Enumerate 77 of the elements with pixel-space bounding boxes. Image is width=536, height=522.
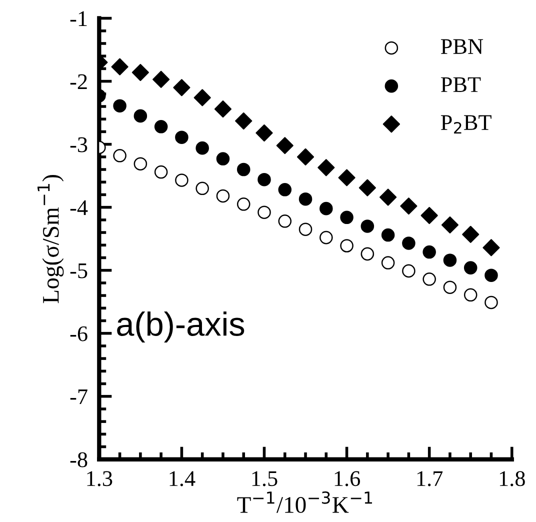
y-tick-label: -7 [70, 390, 88, 404]
point [278, 183, 292, 196]
point [298, 222, 312, 236]
annotation: a(b)-axis [117, 311, 244, 343]
point [400, 198, 418, 215]
x-tick-label: 1.7 [417, 471, 443, 486]
point [298, 192, 312, 206]
point [482, 239, 500, 256]
x-tick-label: 1.4 [170, 471, 196, 486]
x-tick-label: 1.5 [252, 471, 278, 486]
y-axis-title: Log(σ/Sm$^{−1}$) [38, 175, 64, 304]
y-tick-label: -4 [70, 200, 88, 216]
point [340, 210, 354, 224]
x-tick-label: 1.3 [87, 471, 112, 486]
point [358, 179, 376, 196]
point [320, 230, 333, 244]
y-tick-label: -2 [70, 74, 87, 89]
y-tick-label: -8 [70, 452, 88, 468]
point [134, 157, 148, 170]
point [154, 120, 168, 134]
point [214, 100, 232, 118]
point [278, 214, 292, 228]
y-tick-label: -6 [70, 326, 88, 342]
x-tick-label: 1.6 [334, 471, 360, 486]
x-axis-title: T$^{−1}$/10$^{−3}$K$^{−1}$ [237, 491, 372, 513]
point [381, 256, 395, 270]
point [132, 64, 149, 82]
point [276, 137, 294, 154]
point [236, 198, 250, 211]
point [462, 226, 480, 243]
point [381, 228, 395, 242]
point [256, 124, 273, 142]
point [320, 202, 333, 216]
legend-label: PBN [440, 39, 484, 54]
point [258, 206, 271, 219]
point [484, 268, 498, 282]
point [134, 109, 148, 123]
y-tick-label: -3 [70, 137, 88, 152]
point [111, 58, 128, 76]
point [113, 99, 126, 112]
point [216, 189, 230, 203]
point [196, 141, 209, 155]
point [422, 245, 436, 259]
x-tick-label: 1.8 [500, 471, 525, 486]
point [235, 112, 252, 130]
point [152, 70, 170, 88]
point [441, 216, 459, 234]
point [360, 247, 374, 261]
point [484, 296, 498, 310]
point [360, 220, 374, 233]
point [443, 280, 457, 294]
point [464, 288, 478, 302]
point [338, 169, 356, 186]
point [420, 206, 438, 224]
point [318, 159, 335, 176]
point [113, 149, 126, 162]
point [340, 239, 354, 252]
point [175, 174, 188, 187]
point [154, 165, 168, 179]
point [258, 172, 271, 186]
point [216, 152, 230, 166]
point [443, 254, 457, 267]
point [194, 89, 211, 106]
point [173, 79, 190, 96]
y-tick-label: -1 [70, 11, 87, 26]
legend-label: PBT [440, 77, 481, 92]
point [296, 148, 314, 166]
point [402, 236, 416, 250]
point [175, 130, 188, 144]
point [236, 162, 250, 176]
point [422, 272, 436, 286]
y-tick-label: -5 [70, 263, 88, 278]
point [402, 264, 416, 278]
legend-label: P$_{2}$BT [440, 115, 492, 134]
point [464, 261, 478, 274]
point [196, 182, 209, 196]
point [380, 188, 397, 206]
